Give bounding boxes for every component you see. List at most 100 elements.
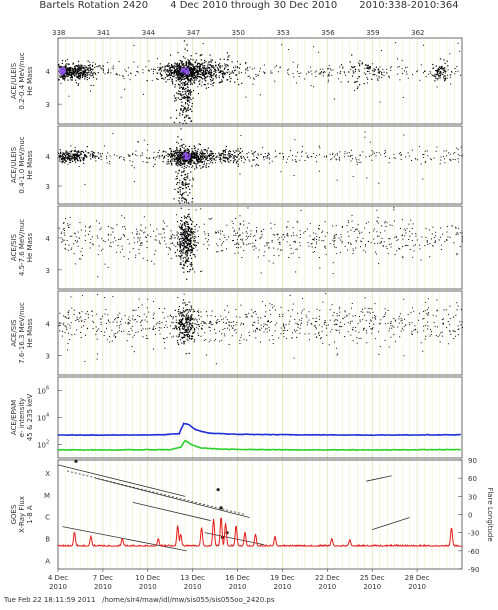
- cluster-point: [187, 91, 189, 93]
- data-point: [354, 71, 356, 73]
- cluster-point: [64, 159, 66, 161]
- data-point: [372, 63, 374, 65]
- data-point: [293, 76, 295, 78]
- cluster-point: [177, 191, 179, 193]
- data-point: [216, 251, 218, 253]
- data-point: [259, 329, 261, 331]
- data-point: [91, 311, 93, 313]
- cluster-point: [438, 68, 440, 71]
- cluster-point: [73, 153, 75, 155]
- data-point: [336, 354, 338, 356]
- cluster-point: [174, 237, 176, 239]
- cluster-point: [180, 156, 182, 159]
- cluster-point: [89, 74, 91, 76]
- cluster-point: [158, 69, 160, 71]
- cluster-point: [196, 70, 198, 72]
- cluster-point: [81, 65, 83, 67]
- data-point: [192, 247, 194, 249]
- cluster-point: [71, 79, 73, 81]
- cluster-point: [358, 69, 360, 71]
- cluster-point: [63, 74, 65, 76]
- data-point: [314, 156, 316, 158]
- cluster-point: [205, 165, 207, 167]
- data-point: [333, 156, 335, 158]
- data-point: [415, 329, 417, 331]
- cluster-point: [190, 242, 192, 244]
- cluster-point: [219, 71, 222, 74]
- cluster-point: [185, 191, 187, 193]
- data-point: [159, 155, 161, 157]
- data-point: [69, 339, 71, 341]
- cluster-point: [219, 58, 221, 60]
- data-point: [216, 322, 218, 324]
- cluster-point: [179, 161, 181, 163]
- data-point: [390, 67, 392, 69]
- data-point: [79, 222, 81, 224]
- cluster-point: [181, 75, 183, 77]
- cluster-point: [200, 152, 203, 155]
- data-point: [101, 67, 103, 69]
- data-point: [360, 337, 362, 339]
- cluster-point: [189, 89, 192, 91]
- data-point: [344, 156, 346, 158]
- cluster-point: [185, 183, 187, 185]
- data-point: [290, 315, 292, 317]
- data-point: [128, 321, 130, 323]
- cluster-point: [209, 158, 212, 160]
- data-point: [69, 157, 71, 159]
- data-point: [303, 232, 305, 234]
- cluster-point: [96, 155, 98, 158]
- data-point: [411, 159, 413, 161]
- cluster-point: [179, 84, 181, 86]
- data-point: [143, 139, 145, 141]
- cluster-point: [361, 62, 363, 64]
- data-point: [140, 224, 142, 226]
- data-point: [238, 71, 240, 73]
- data-point: [122, 233, 124, 235]
- data-point: [456, 232, 458, 234]
- cluster-point: [190, 64, 192, 66]
- data-point: [74, 333, 76, 335]
- cluster-point: [439, 75, 442, 77]
- data-point: [207, 233, 209, 235]
- data-point: [374, 243, 376, 245]
- data-point: [398, 247, 400, 249]
- cluster-point: [177, 83, 180, 85]
- cluster-point: [185, 179, 187, 181]
- data-point: [393, 153, 395, 155]
- data-point: [268, 157, 270, 159]
- data-point: [250, 233, 252, 235]
- cluster-point: [208, 72, 210, 74]
- data-point: [209, 327, 211, 329]
- data-point: [172, 154, 174, 156]
- data-point: [73, 314, 75, 316]
- data-point: [146, 321, 148, 323]
- cluster-point: [78, 69, 80, 71]
- data-point: [132, 315, 134, 317]
- data-point: [129, 160, 131, 162]
- data-point: [239, 173, 241, 175]
- cluster-point: [70, 157, 72, 160]
- cluster-point: [221, 65, 223, 67]
- data-point: [200, 67, 202, 69]
- cluster-point: [181, 224, 183, 227]
- cluster-point: [189, 108, 191, 111]
- data-point: [253, 155, 255, 157]
- cluster-point: [180, 72, 183, 74]
- data-point: [109, 155, 111, 157]
- data-point: [249, 235, 251, 237]
- data-point: [81, 157, 83, 159]
- data-point: [453, 330, 455, 332]
- data-point: [107, 70, 109, 72]
- data-point: [251, 152, 253, 154]
- data-point: [238, 227, 240, 229]
- cluster-point: [153, 68, 155, 70]
- data-point: [295, 322, 297, 324]
- cluster-point: [189, 268, 191, 271]
- cluster-point: [184, 176, 186, 179]
- cluster-point: [174, 100, 176, 102]
- data-point: [376, 78, 378, 80]
- data-point: [351, 154, 353, 156]
- cluster-point: [80, 151, 82, 153]
- cluster-point: [364, 64, 367, 66]
